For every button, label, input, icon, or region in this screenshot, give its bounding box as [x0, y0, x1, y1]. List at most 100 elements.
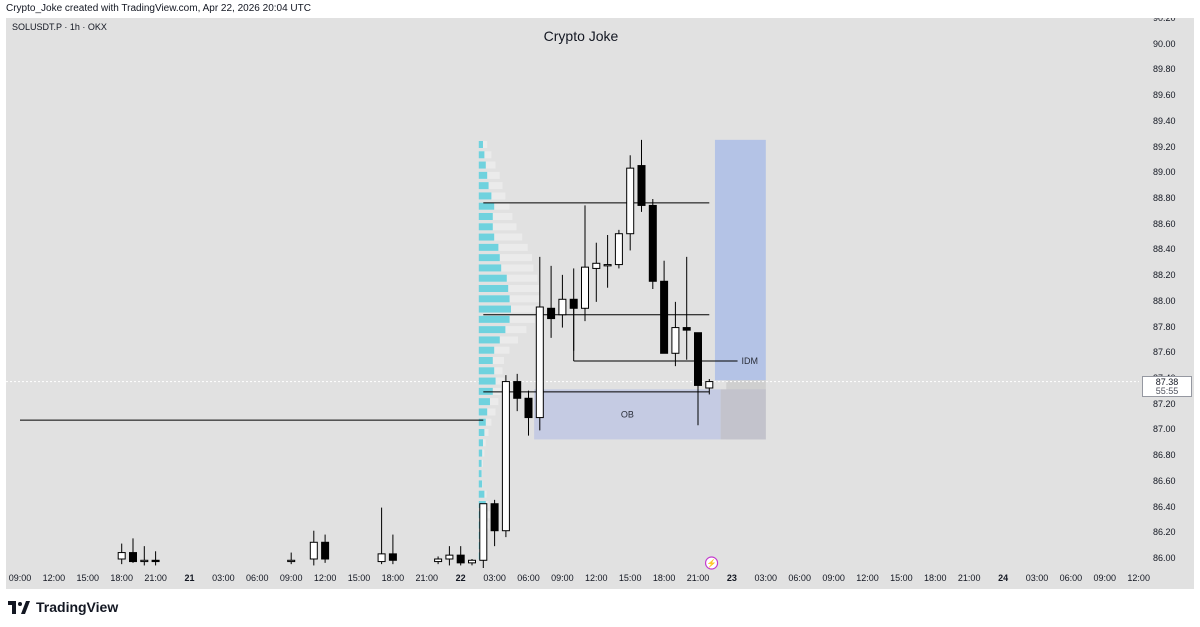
- ob-zone: [534, 389, 721, 440]
- time-tick-7: 06:00: [246, 573, 269, 583]
- candle-body-33: [705, 381, 714, 389]
- time-tick-15: 06:00: [517, 573, 540, 583]
- brand-name: TradingView: [36, 599, 119, 615]
- volume-profile-bar-core-34: [478, 490, 485, 498]
- volume-profile-bar-core-0: [478, 141, 483, 148]
- time-tick-33: 12:00: [1127, 573, 1150, 583]
- header-bar: Crypto_Joke created with TradingView.com…: [0, 0, 1200, 18]
- time-tick-31: 06:00: [1059, 573, 1083, 583]
- volume-profile-bar-core-21: [478, 357, 493, 364]
- time-tick-26: 15:00: [890, 573, 913, 583]
- ob-label: OB: [621, 409, 634, 419]
- chart-area[interactable]: IDM OB ⚡ SOLUSDT.P · 1h · OKX Crypto Joke …: [6, 18, 1194, 589]
- volume-profile-bar-5: [478, 192, 506, 200]
- time-tick-27: 18:00: [924, 573, 947, 583]
- volume-profile-bar-core-19: [478, 336, 500, 344]
- candle-body-23: [592, 262, 601, 269]
- time-tick-10: 15:00: [347, 573, 371, 583]
- candle-body-32: [694, 332, 702, 386]
- volume-profile-bar-core-25: [478, 398, 490, 406]
- volume-profile-bar-core-6: [478, 202, 495, 210]
- time-tick-29: 24: [998, 573, 1009, 583]
- time-tick-3: 18:00: [110, 573, 133, 583]
- volume-profile-bar-core-9: [478, 233, 495, 241]
- candle-body-12: [468, 559, 476, 564]
- volume-profile-bar-1: [478, 151, 492, 159]
- price-tick-2: 89.80: [1153, 64, 1176, 75]
- candle-body-27: [637, 165, 646, 206]
- ob-zone-extension: [720, 389, 766, 440]
- time-tick-24: 09:00: [822, 573, 845, 583]
- time-tick-12: 21:00: [415, 573, 439, 583]
- volume-profile-bar-core-12: [478, 264, 502, 272]
- candle-body-9: [434, 558, 443, 563]
- candle-body-4: [287, 559, 296, 563]
- symbol-label[interactable]: SOLUSDT.P · 1h · OKX: [12, 22, 107, 32]
- volume-profile-bar-core-32: [478, 470, 482, 478]
- price-tick-6: 89.00: [1153, 167, 1176, 178]
- volume-profile-bar-8: [478, 223, 517, 231]
- volume-profile-bar-14: [478, 285, 539, 292]
- volume-profile-bar-core-23: [478, 377, 496, 385]
- candle-body-5: [309, 541, 318, 560]
- volume-profile-bar-core-20: [478, 346, 495, 354]
- volume-profile-bar-15: [478, 295, 541, 303]
- candle-body-2: [140, 559, 149, 563]
- price-tick-0: 90.20: [1153, 18, 1176, 23]
- current-price-badge: 87.38 55:55: [1142, 375, 1192, 397]
- idm-label: IDM: [742, 356, 759, 366]
- time-tick-18: 15:00: [618, 573, 642, 583]
- volume-profile-bar-7: [478, 213, 513, 220]
- candle-body-15: [501, 381, 510, 532]
- candle-body-1: [129, 552, 137, 563]
- candle-body-13: [479, 503, 488, 561]
- volume-profile-bar-2: [478, 161, 496, 169]
- tradingview-logo[interactable]: TradingView: [8, 599, 118, 615]
- candle-body-28: [648, 204, 657, 282]
- target-zone: [714, 139, 766, 381]
- price-tick-21: 86.00: [1153, 553, 1176, 563]
- time-tick-22: 03:00: [754, 573, 778, 583]
- candle-body-25: [614, 233, 623, 266]
- volume-profile-bar-core-5: [478, 192, 492, 200]
- price-tick-8: 88.60: [1153, 218, 1176, 229]
- volume-profile-bar-core-30: [478, 449, 483, 457]
- candle-body-30: [671, 327, 680, 354]
- time-tick-28: 21:00: [957, 573, 981, 583]
- volume-profile-bar-core-28: [478, 429, 485, 436]
- candle-body-26: [626, 167, 635, 235]
- volume-profile-bar-core-1: [478, 151, 485, 159]
- volume-profile-bar-core-10: [478, 243, 499, 251]
- price-tick-5: 89.20: [1153, 141, 1176, 152]
- price-tick-16: 87.00: [1153, 424, 1176, 435]
- time-tick-21: 23: [726, 573, 737, 583]
- volume-profile-bar-12: [478, 264, 534, 272]
- time-tick-0: 09:00: [8, 573, 32, 583]
- volume-profile-bar-core-14: [478, 285, 509, 292]
- current-price-value: 87.38: [1155, 376, 1179, 387]
- time-tick-25: 12:00: [856, 573, 879, 583]
- volume-profile-bar-core-15: [478, 295, 510, 303]
- volume-profile-bar-core-11: [478, 254, 500, 262]
- price-tick-18: 86.60: [1153, 475, 1176, 486]
- candle-body-18: [535, 306, 544, 419]
- candle-body-17: [524, 397, 533, 419]
- volume-profile-bar-core-16: [478, 305, 511, 313]
- time-tick-23: 06:00: [788, 573, 811, 583]
- time-tick-19: 18:00: [652, 573, 676, 583]
- candle-body-24: [603, 264, 612, 267]
- time-tick-9: 12:00: [313, 573, 337, 583]
- countdown-value: 55:55: [1155, 385, 1179, 396]
- chart-canvas[interactable]: IDM OB ⚡: [6, 18, 1194, 589]
- price-axis[interactable]: 90.20 90.00 89.80 89.60 89.40 89.20 89.00 88.80…: [1139, 18, 1194, 589]
- time-tick-13: 22: [455, 573, 466, 583]
- candle-body-7: [377, 553, 386, 563]
- price-tick-15: 87.20: [1153, 398, 1176, 409]
- time-tick-30: 03:00: [1025, 573, 1049, 583]
- footer-bar: TradingView: [0, 589, 1200, 627]
- candle-body-20: [558, 298, 567, 316]
- price-tick-17: 86.80: [1153, 450, 1176, 461]
- volume-profile-bar-core-22: [478, 367, 495, 375]
- price-tick-13: 87.60: [1153, 347, 1176, 358]
- price-tick-11: 88.00: [1153, 295, 1176, 306]
